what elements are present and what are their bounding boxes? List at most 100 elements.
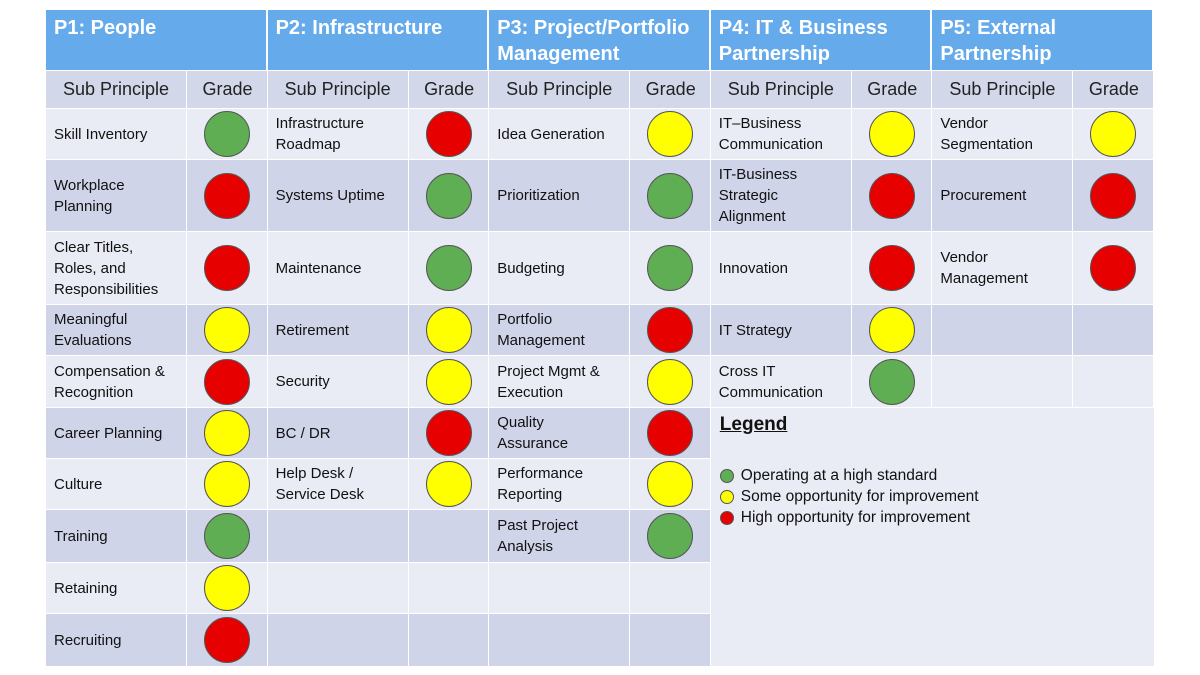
grade-cell <box>407 160 489 231</box>
grade-yellow-dot <box>647 111 694 157</box>
pillar-column-3: P3: Project/Portfolio Management Sub Prin… <box>489 10 711 666</box>
grade-cell <box>629 356 710 407</box>
grade-cell <box>629 408 710 458</box>
grade-cell <box>850 109 932 159</box>
grade-green-dot <box>868 358 915 405</box>
sub-principle-name: Recruiting <box>54 631 122 649</box>
sub-principle-name <box>489 563 629 613</box>
grade-green-dot <box>204 111 250 157</box>
grade-cell <box>1072 232 1153 304</box>
pillar-column-4: P4: IT & Business Partnership Sub Princip… <box>710 10 933 666</box>
sub-principle-header: Sub Principle <box>949 79 1056 99</box>
table-row: Cross IT Communication <box>710 355 932 407</box>
sub-principle-name: Clear Titles, Roles, and Responsibilitie… <box>54 238 159 298</box>
grade-cell <box>629 563 710 613</box>
grade-cell <box>850 305 932 355</box>
table-row: Systems Uptime <box>267 159 489 231</box>
legend-item: Operating at a high standard <box>719 465 937 486</box>
sub-principle-name: Innovation <box>718 259 789 277</box>
grade-green-dot <box>647 245 694 291</box>
grade-yellow-dot <box>425 461 472 507</box>
sub-principle-name: Past Project Analysis <box>497 517 579 555</box>
legend-green-dot <box>719 468 734 483</box>
grade-yellow-dot <box>204 461 250 507</box>
table-row <box>932 304 1153 355</box>
legend-label: High opportunity for improvement <box>740 508 970 526</box>
grade-header: Grade <box>850 71 933 108</box>
grade-yellow-dot <box>647 461 694 507</box>
grade-red-dot <box>647 410 694 456</box>
table-row: Culture <box>46 458 267 509</box>
table-row: Procurement <box>932 159 1153 231</box>
grade-yellow-dot <box>868 111 915 157</box>
sub-principle-name: Prioritization <box>497 187 580 204</box>
table-row: Budgeting <box>489 231 710 304</box>
pillar-title: P5: External Partnership <box>932 10 1153 70</box>
sub-principle-name: Systems Uptime <box>275 187 385 204</box>
grade-cell <box>186 510 267 562</box>
grade-cell <box>1072 305 1153 355</box>
table-row: IT–Business Communication <box>710 108 932 159</box>
pillar-column-1: P1: People Sub Principle Grade Skill Invent… <box>46 10 268 666</box>
sub-principle-header: Sub Principle <box>727 79 834 99</box>
sub-principle-name <box>932 305 1072 355</box>
sub-principle-name: Procurement <box>940 187 1027 204</box>
grade-yellow-dot <box>1090 111 1137 157</box>
pillar-title: P4: IT & Business Partnership <box>710 10 932 70</box>
grade-cell <box>1072 109 1153 159</box>
sub-principle-name: Skill Inventory <box>54 125 148 143</box>
table-row <box>489 562 710 613</box>
sub-principle-name <box>268 510 408 562</box>
pillar-column-2: P2: Infrastructure Sub Principle Grade Infr… <box>267 10 490 666</box>
pillar-column-5: P5: External Partnership Sub Principle Gra… <box>932 10 1154 666</box>
table-row <box>267 509 489 562</box>
grade-red-dot <box>204 245 250 291</box>
grade-yellow-dot <box>204 307 250 353</box>
sub-principle-name: Performance Reporting <box>497 465 584 503</box>
sub-principle-name: Meaningful Evaluations <box>54 311 132 349</box>
legend-item: High opportunity for improvement <box>719 507 970 528</box>
sub-principle-name <box>489 614 629 666</box>
legend-yellow-dot <box>719 489 734 504</box>
pillar-title: P1: People <box>46 10 267 70</box>
assessment-board: P1: People Sub Principle Grade Skill Invent… <box>46 10 1154 666</box>
table-row: Prioritization <box>489 159 710 231</box>
sub-principle-header: Sub Principle <box>62 79 170 99</box>
grade-cell <box>186 232 267 304</box>
legend-title: Legend <box>719 414 788 435</box>
table-row: BC / DR <box>267 407 489 458</box>
grade-cell <box>1072 160 1153 231</box>
table-row: Quality Assurance <box>489 407 710 458</box>
sub-principle-name: Idea Generation <box>497 125 605 143</box>
table-row: Retaining <box>46 562 267 613</box>
sub-principle-name: BC / DR <box>275 424 331 442</box>
grade-red-dot <box>1090 172 1137 219</box>
table-row: Performance Reporting <box>489 458 710 509</box>
sub-principle-name: IT–Business Communication <box>718 115 824 153</box>
table-row: Past Project Analysis <box>489 509 710 562</box>
sub-principle-name: Budgeting <box>497 259 565 277</box>
legend-box: Legend Operating at a high standard Some o… <box>710 407 1154 666</box>
table-row: Workplace Planning <box>46 159 267 231</box>
sub-principle-name: Retaining <box>54 579 118 597</box>
sub-principle-name: Career Planning <box>54 424 163 442</box>
table-row: Maintenance <box>267 231 489 304</box>
column-header-row: Sub Principle Grade <box>489 70 710 108</box>
legend-item: Some opportunity for improvement <box>719 486 979 507</box>
grade-cell <box>186 459 267 509</box>
sub-principle-name: Workplace Planning <box>54 176 125 215</box>
grade-yellow-dot <box>425 307 472 353</box>
grade-red-dot <box>204 617 250 663</box>
table-row <box>489 613 710 666</box>
grade-cell <box>407 232 489 304</box>
grade-green-dot <box>425 245 472 291</box>
sub-principle-name: Project Mgmt & Execution <box>497 362 600 401</box>
legend-label: Some opportunity for improvement <box>740 487 979 505</box>
sub-principle-name <box>932 356 1072 407</box>
sub-principle-name: Vendor Segmentation <box>940 115 1033 153</box>
grade-cell <box>629 459 710 509</box>
table-row: Recruiting <box>46 613 267 666</box>
legend-red-dot <box>719 510 734 525</box>
grade-header: Grade <box>186 71 268 108</box>
table-row: Portfolio Management <box>489 304 710 355</box>
